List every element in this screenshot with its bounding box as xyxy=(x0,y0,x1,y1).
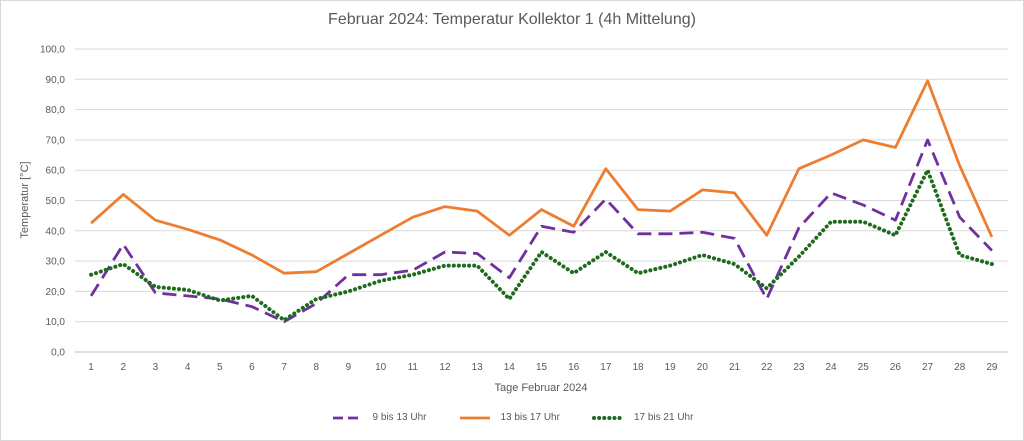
x-tick-label: 14 xyxy=(504,362,516,373)
x-tick-label: 8 xyxy=(314,362,320,373)
y-tick-label: 50,0 xyxy=(46,196,66,207)
x-tick-label: 9 xyxy=(346,362,352,373)
legend-swatch xyxy=(332,416,363,419)
x-tick-label: 17 xyxy=(600,362,612,373)
x-tick-label: 29 xyxy=(986,362,998,373)
series-line-1 xyxy=(89,138,993,324)
x-tick-label: 7 xyxy=(281,362,287,373)
x-tick-label: 2 xyxy=(120,362,126,373)
x-tick-label: 19 xyxy=(665,362,677,373)
x-tick-label: 16 xyxy=(568,362,580,373)
x-tick-label: 10 xyxy=(375,362,387,373)
x-axis-title: Tage Februar 2024 xyxy=(495,382,588,394)
y-tick-label: 60,0 xyxy=(46,166,66,177)
legend-label: 13 bis 17 Uhr xyxy=(500,412,560,423)
x-tick-label: 27 xyxy=(922,362,934,373)
y-tick-labels: 0,0 10,0 20,0 30,0 40,0 50,0 60,0 70,0 80,0 90,0 1… xyxy=(40,45,65,359)
series-line-3 xyxy=(89,168,994,323)
legend-item: 17 bis 21 Uhr xyxy=(591,412,694,423)
x-tick-labels: 1 2 3 4 5 6 7 8 9 10 11 12 13 14 15 16 17 18 19 20 21 22 23 24 2… xyxy=(88,362,998,373)
chart-legend: 9 bis 13 Uhr 13 bis 17 Uhr 17 bis 21 Uhr xyxy=(0,412,1024,423)
legend-swatch xyxy=(591,415,626,420)
x-tick-label: 25 xyxy=(858,362,870,373)
y-tick-label: 100,0 xyxy=(40,45,65,56)
x-tick-label: 28 xyxy=(954,362,966,373)
legend-label: 17 bis 21 Uhr xyxy=(633,412,694,423)
legend-swatch xyxy=(460,416,491,419)
y-tick-label: 20,0 xyxy=(46,287,66,298)
x-tick-label: 1 xyxy=(88,362,94,373)
legend-item: 13 bis 17 Uhr xyxy=(458,412,560,423)
series-line-2 xyxy=(90,79,994,275)
x-tick-label: 26 xyxy=(890,362,902,373)
y-tick-label: 30,0 xyxy=(46,257,66,268)
y-tick-label: 90,0 xyxy=(46,75,66,86)
y-tick-label: 40,0 xyxy=(46,226,66,237)
x-tick-label: 21 xyxy=(729,362,741,373)
x-tick-label: 15 xyxy=(536,362,548,373)
chart-title: Februar 2024: Temperatur Kollektor 1 (4h… xyxy=(328,11,696,28)
x-tick-label: 23 xyxy=(793,362,805,373)
y-tick-label: 10,0 xyxy=(46,317,66,328)
series-lines xyxy=(89,79,994,324)
x-tick-label: 22 xyxy=(761,362,773,373)
x-tick-label: 6 xyxy=(249,362,255,373)
y-tick-label: 70,0 xyxy=(46,135,66,146)
x-tick-label: 18 xyxy=(632,362,644,373)
x-tick-label: 4 xyxy=(185,362,191,373)
x-tick-label: 20 xyxy=(697,362,709,373)
legend-item: 9 bis 13 Uhr xyxy=(331,412,427,423)
y-tick-label: 0,0 xyxy=(51,348,65,359)
legend-label: 9 bis 13 Uhr xyxy=(372,412,427,423)
y-axis-title: Temperatur [°C] xyxy=(19,161,31,238)
x-tick-label: 12 xyxy=(439,362,451,373)
gridlines xyxy=(75,48,1008,353)
x-tick-label: 11 xyxy=(408,362,419,373)
x-tick-label: 13 xyxy=(472,362,484,373)
y-tick-label: 80,0 xyxy=(46,105,66,116)
x-tick-label: 3 xyxy=(153,362,159,373)
x-tick-label: 24 xyxy=(825,362,837,373)
x-tick-label: 5 xyxy=(217,362,223,373)
